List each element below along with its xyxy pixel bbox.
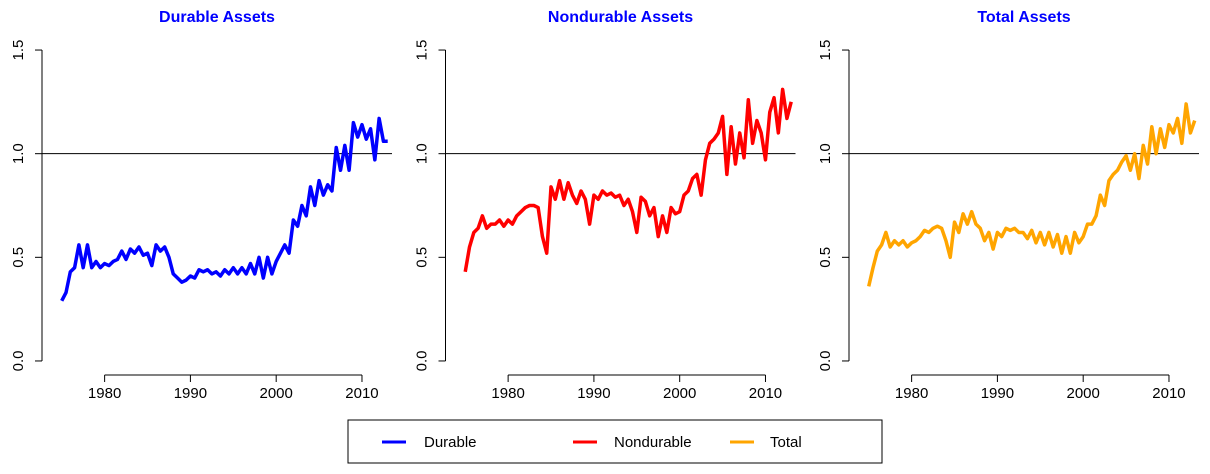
x-tick-label: 1980	[88, 385, 121, 402]
x-tick-label: 2010	[345, 385, 378, 402]
y-tick-label: 0.5	[817, 247, 834, 268]
x-tick-label: 2010	[1152, 385, 1185, 402]
y-tick-label: 1.0	[414, 143, 431, 164]
legend-label: Durable	[424, 434, 477, 451]
y-tick-label: 0.0	[414, 351, 431, 372]
chart-title: Durable Assets	[159, 9, 275, 26]
x-tick-label: 1990	[174, 385, 207, 402]
legend-box	[347, 419, 883, 464]
y-tick-label: 0.5	[414, 247, 431, 268]
y-tick-label: 1.5	[10, 40, 27, 61]
series-line	[463, 87, 793, 273]
x-tick-label: 1980	[895, 385, 928, 402]
x-tick-label: 2000	[663, 385, 696, 402]
y-tick-label: 0.0	[817, 351, 834, 372]
y-tick-label: 0.0	[10, 351, 27, 372]
x-tick-label: 2010	[749, 385, 782, 402]
chart-title: Nondurable Assets	[548, 9, 693, 26]
y-tick-label: 1.5	[414, 40, 431, 61]
y-tick-label: 1.5	[817, 40, 834, 61]
legend-label: Total	[770, 434, 802, 451]
legend-label: Nondurable	[614, 434, 692, 451]
y-tick-label: 1.0	[817, 143, 834, 164]
x-tick-label: 1990	[981, 385, 1014, 402]
series-line	[60, 116, 388, 302]
x-tick-label: 1980	[491, 385, 524, 402]
x-tick-label: 2000	[1067, 385, 1100, 402]
y-tick-label: 0.5	[10, 247, 27, 268]
y-tick-label: 1.0	[10, 143, 27, 164]
chart-title: Total Assets	[977, 9, 1070, 26]
series-line	[867, 102, 1197, 287]
x-tick-label: 1990	[577, 385, 610, 402]
x-tick-label: 2000	[260, 385, 293, 402]
